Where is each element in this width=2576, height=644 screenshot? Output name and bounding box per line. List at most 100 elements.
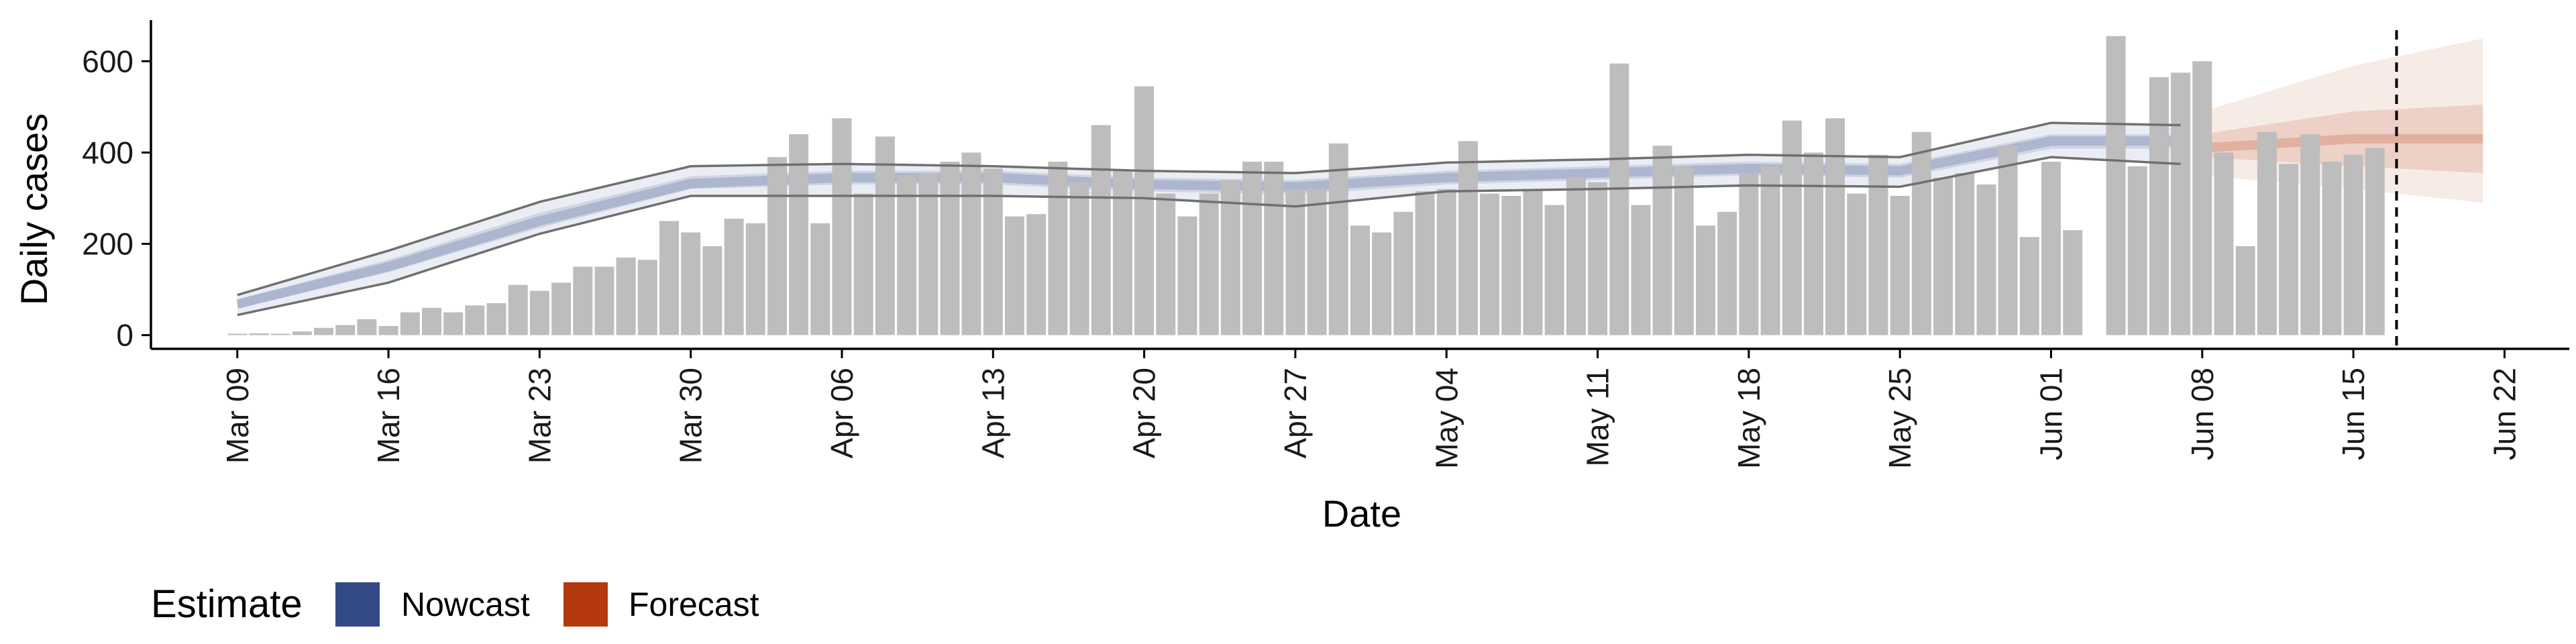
bar bbox=[1350, 225, 1370, 335]
bar bbox=[249, 333, 269, 335]
bar bbox=[1069, 182, 1089, 335]
bar bbox=[2257, 131, 2277, 335]
bar bbox=[1220, 180, 1240, 335]
bar bbox=[465, 305, 485, 335]
bar bbox=[573, 266, 593, 335]
bar bbox=[1091, 125, 1111, 335]
bar bbox=[529, 290, 549, 335]
x-tick-label: Jun 01 bbox=[2034, 368, 2069, 460]
bar bbox=[422, 307, 441, 335]
legend-label-forecast: Forecast bbox=[629, 586, 759, 623]
bar bbox=[2019, 237, 2039, 335]
x-tick-label: May 11 bbox=[1580, 368, 1615, 466]
bar bbox=[1307, 189, 1327, 335]
nowcast-lower-line bbox=[237, 156, 2181, 317]
forecast-median-band bbox=[2202, 133, 2483, 153]
bar bbox=[1566, 177, 1586, 335]
bar bbox=[357, 319, 377, 335]
bar bbox=[508, 284, 528, 335]
bar bbox=[1609, 63, 1629, 335]
bar bbox=[1631, 205, 1651, 335]
x-tick-label: Apr 06 bbox=[824, 368, 859, 459]
bar bbox=[1955, 173, 1975, 335]
bar bbox=[292, 331, 312, 335]
bar bbox=[335, 325, 356, 335]
bar bbox=[2127, 166, 2147, 335]
bar bbox=[1026, 214, 1046, 335]
bar bbox=[594, 266, 614, 335]
bar bbox=[1760, 166, 1780, 335]
bar bbox=[1523, 189, 1543, 335]
bar bbox=[270, 333, 290, 335]
bar bbox=[659, 221, 679, 335]
bar bbox=[1544, 205, 1564, 335]
bar bbox=[1825, 118, 1845, 335]
bar bbox=[1177, 216, 1197, 335]
legend-swatch-nowcast bbox=[335, 582, 380, 627]
x-tick-label: Jun 15 bbox=[2336, 368, 2371, 460]
bar bbox=[1674, 166, 1694, 335]
nowcast-median-band bbox=[236, 136, 2181, 309]
bar bbox=[551, 282, 572, 335]
bar bbox=[2106, 36, 2126, 335]
bar bbox=[1976, 184, 1996, 335]
bar bbox=[983, 168, 1003, 335]
x-tick-label: Apr 13 bbox=[975, 368, 1010, 459]
x-tick-label: Mar 30 bbox=[674, 368, 708, 464]
x-tick-label: Mar 23 bbox=[522, 368, 557, 464]
bar bbox=[2192, 61, 2212, 335]
bar bbox=[1156, 193, 1176, 335]
bar bbox=[1199, 193, 1219, 335]
bar bbox=[1739, 173, 1759, 335]
bar bbox=[400, 312, 420, 335]
bar bbox=[1804, 152, 1823, 335]
x-tick-label: May 04 bbox=[1429, 368, 1464, 469]
x-tick-label: Jun 22 bbox=[2487, 368, 2522, 460]
axes bbox=[142, 20, 2569, 358]
y-tick-label: 0 bbox=[116, 318, 133, 353]
bar bbox=[2041, 162, 2061, 335]
bar bbox=[1717, 211, 1737, 335]
bar bbox=[961, 152, 981, 335]
bar bbox=[940, 162, 960, 335]
bar bbox=[1782, 120, 1802, 335]
bar bbox=[1134, 86, 1155, 335]
bar bbox=[1285, 189, 1305, 335]
legend-title: Estimate bbox=[151, 582, 303, 626]
bar bbox=[832, 118, 852, 335]
bar bbox=[2063, 230, 2083, 335]
y-tick-label: 400 bbox=[82, 135, 133, 170]
bar bbox=[2279, 164, 2299, 335]
bar bbox=[702, 246, 722, 335]
bar bbox=[378, 326, 398, 335]
bar bbox=[875, 136, 895, 335]
bar bbox=[1696, 225, 1715, 335]
bar bbox=[1933, 177, 1953, 335]
x-tick-label: Apr 20 bbox=[1127, 368, 1162, 459]
bar bbox=[2322, 162, 2342, 335]
y-axis-title: Daily cases bbox=[13, 113, 55, 305]
bar bbox=[1868, 154, 1888, 335]
x-tick-label: Mar 09 bbox=[220, 368, 255, 464]
bar bbox=[1113, 170, 1132, 335]
bar bbox=[2214, 152, 2234, 335]
nowcast-upper-line bbox=[237, 121, 2181, 297]
bar bbox=[443, 312, 464, 335]
bar bbox=[1048, 162, 1068, 335]
bar bbox=[724, 219, 744, 335]
bar bbox=[1372, 232, 1392, 335]
bar bbox=[1998, 146, 2018, 335]
bar bbox=[1652, 146, 1672, 335]
bar bbox=[2149, 77, 2169, 335]
x-tick-label: Mar 16 bbox=[371, 368, 406, 464]
y-tick-label: 200 bbox=[82, 226, 133, 261]
bar bbox=[227, 333, 248, 335]
bar bbox=[2235, 246, 2255, 335]
bar bbox=[810, 223, 830, 335]
nowcast-inner-band bbox=[237, 134, 2181, 309]
bar bbox=[897, 175, 917, 335]
bar bbox=[681, 232, 701, 335]
x-tick-label: May 25 bbox=[1882, 368, 1917, 469]
nowcast-outer-lines bbox=[237, 121, 2181, 317]
